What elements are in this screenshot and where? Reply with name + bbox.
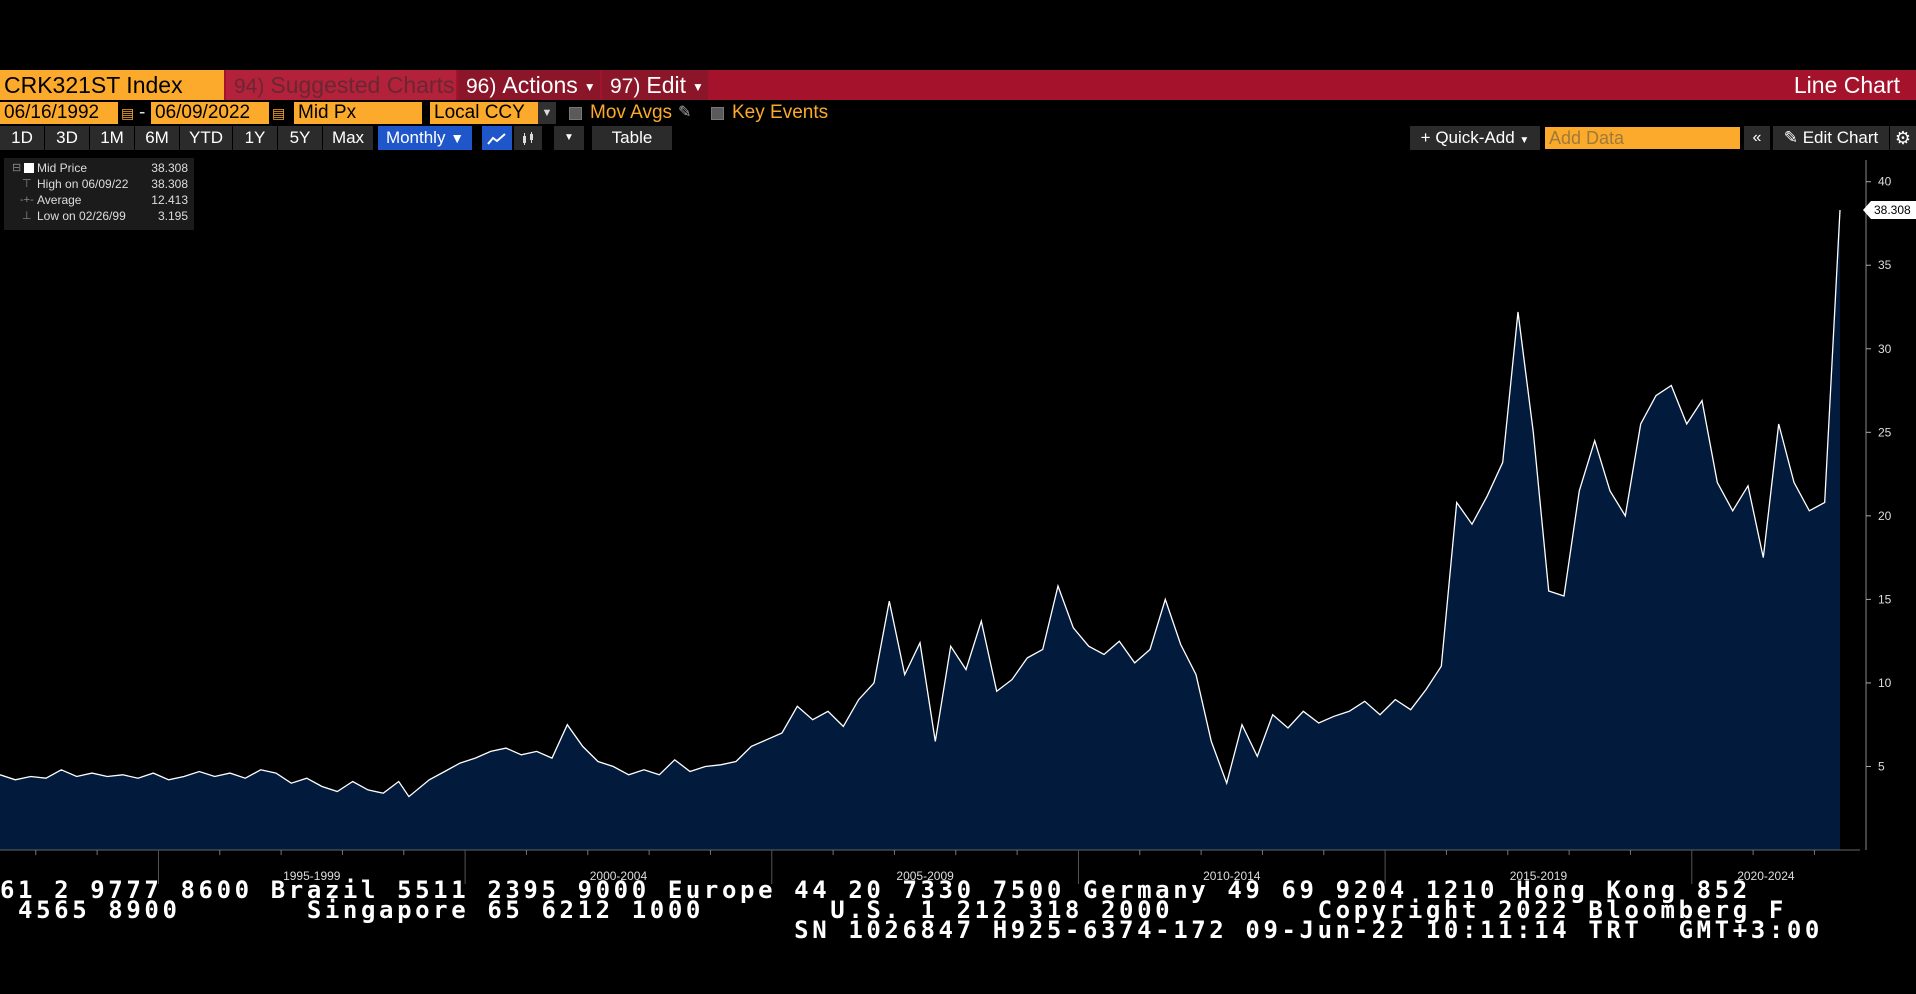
suggested-charts-label: Suggested Charts bbox=[270, 72, 455, 98]
last-value-flag bbox=[1863, 200, 1916, 219]
legend-label: Average bbox=[37, 193, 82, 207]
mov-avgs-checkbox[interactable] bbox=[569, 107, 582, 120]
mov-avgs-label[interactable]: Mov Avgs bbox=[590, 102, 673, 123]
series-line-mid-price bbox=[0, 209, 1841, 798]
pencil-icon[interactable]: ✎ bbox=[678, 104, 692, 121]
line-chart-icon[interactable] bbox=[482, 126, 512, 150]
candlestick-icon[interactable] bbox=[514, 126, 542, 150]
x-tick-label: 2000-2004 bbox=[590, 869, 648, 883]
currency-selector[interactable]: Local CCY bbox=[430, 102, 538, 124]
gear-icon[interactable]: ⚙ bbox=[1890, 126, 1916, 150]
chevron-down-icon: ▼ bbox=[583, 79, 596, 94]
period-1y[interactable]: 1Y bbox=[233, 126, 277, 150]
chevron-down-icon[interactable]: ▼ bbox=[554, 126, 584, 150]
edit-chart-button[interactable]: ✎ Edit Chart bbox=[1773, 126, 1889, 150]
view-title: Line Chart bbox=[1793, 72, 1900, 98]
legend-label: Mid Price bbox=[37, 161, 88, 175]
y-tick-label: 40 bbox=[1878, 175, 1892, 189]
end-date-field[interactable]: 06/09/2022 bbox=[151, 102, 269, 124]
period-3d[interactable]: 3D bbox=[45, 126, 89, 150]
actions-menu[interactable]: 96) Actions ▼ bbox=[458, 70, 600, 100]
average-marker-icon: -+- bbox=[20, 194, 34, 206]
legend-label: High on 06/09/22 bbox=[37, 177, 129, 191]
chevron-down-icon: ▼ bbox=[692, 79, 704, 94]
period-6m[interactable]: 6M bbox=[135, 126, 179, 150]
y-tick-label: 15 bbox=[1878, 592, 1892, 606]
suggested-charts-menu[interactable]: 94) Suggested Charts bbox=[226, 70, 456, 100]
x-tick-label: 2015-2019 bbox=[1510, 869, 1568, 883]
suggested-charts-number: 94) bbox=[234, 75, 265, 98]
period-ytd[interactable]: YTD bbox=[180, 126, 232, 150]
frequency-selector[interactable]: Monthly ▼ bbox=[378, 126, 472, 150]
legend-row-low: ⊥ Low on 02/26/99 3.195 bbox=[4, 208, 194, 224]
chart-legend: ⊟ Mid Price 38.308 ⊤ High on 06/09/22 38… bbox=[4, 158, 194, 230]
actions-number: 96) bbox=[466, 75, 497, 98]
footer-contact-line-2: 4565 8900 Singapore 65 6212 1000 U.S. 1 … bbox=[0, 896, 1787, 924]
pencil-icon: ✎ bbox=[1783, 128, 1798, 147]
chevron-down-icon: ▼ bbox=[450, 130, 465, 146]
ticker-field[interactable]: CRK321ST Index bbox=[0, 70, 224, 100]
key-events-label[interactable]: Key Events bbox=[732, 102, 829, 123]
x-tick-label: 1995-1999 bbox=[283, 869, 341, 883]
footer-contact-line-1: 61 2 9777 8600 Brazil 5511 2395 9000 Eur… bbox=[0, 876, 1751, 904]
high-marker-icon: ⊤ bbox=[22, 178, 32, 190]
line-chart-area[interactable]: 5 10 15 20 25 30 35 40 38.308 1995-1999 2000-2004… bbox=[0, 150, 1916, 890]
edit-menu[interactable]: 97) Edit ▼ bbox=[602, 70, 708, 100]
chevron-down-icon[interactable]: ▼ bbox=[538, 102, 556, 124]
y-tick-label: 20 bbox=[1878, 509, 1892, 523]
quick-add-button[interactable]: + Quick-Add ▼ bbox=[1410, 126, 1540, 150]
chevron-down-icon: ▼ bbox=[1519, 135, 1530, 146]
last-value-label: 38.308 bbox=[1874, 203, 1911, 217]
y-tick-label: 30 bbox=[1878, 342, 1892, 356]
key-events-checkbox[interactable] bbox=[711, 107, 724, 120]
series-area-fill bbox=[0, 210, 1840, 850]
series-color-swatch bbox=[24, 163, 34, 173]
table-button[interactable]: Table bbox=[592, 126, 672, 150]
x-tick-label: 2020-2024 bbox=[1737, 869, 1795, 883]
calendar-icon[interactable]: ▤ bbox=[121, 105, 135, 121]
add-data-input[interactable]: Add Data bbox=[1545, 127, 1740, 149]
y-tick-label: 10 bbox=[1878, 676, 1892, 690]
x-tick-label: 2005-2009 bbox=[896, 869, 954, 883]
date-separator: - bbox=[139, 102, 146, 123]
period-1d[interactable]: 1D bbox=[0, 126, 44, 150]
period-max[interactable]: Max bbox=[323, 126, 373, 150]
legend-row-high: ⊤ High on 06/09/22 38.308 bbox=[4, 176, 194, 192]
price-field-selector[interactable]: Mid Px bbox=[294, 102, 422, 124]
y-tick-label: 5 bbox=[1878, 759, 1885, 773]
double-chevron-left-icon[interactable]: « bbox=[1744, 126, 1770, 150]
low-marker-icon: ⊥ bbox=[22, 210, 32, 222]
period-1m[interactable]: 1M bbox=[90, 126, 134, 150]
legend-label: Low on 02/26/99 bbox=[37, 209, 126, 223]
frequency-label: Monthly bbox=[385, 128, 446, 147]
edit-number: 97) bbox=[610, 75, 641, 98]
start-date-field[interactable]: 06/16/1992 bbox=[0, 102, 118, 124]
x-tick-label: 2010-2014 bbox=[1203, 869, 1261, 883]
collapse-icon[interactable]: ⊟ bbox=[12, 162, 22, 174]
legend-value: 38.308 bbox=[151, 177, 188, 191]
legend-value: 3.195 bbox=[157, 209, 188, 223]
y-tick-label: 25 bbox=[1878, 425, 1892, 439]
edit-label: Edit bbox=[646, 72, 686, 98]
calendar-icon[interactable]: ▤ bbox=[272, 105, 286, 121]
legend-value: 38.308 bbox=[151, 161, 188, 175]
legend-value: 12.413 bbox=[151, 193, 188, 207]
legend-row-average: -+- Average 12.413 bbox=[4, 192, 194, 208]
legend-row-mid-price[interactable]: ⊟ Mid Price 38.308 bbox=[4, 160, 194, 176]
y-tick-label: 35 bbox=[1878, 258, 1892, 272]
edit-chart-label: Edit Chart bbox=[1802, 128, 1879, 147]
quick-add-label: + Quick-Add bbox=[1420, 128, 1515, 147]
footer-session-line: SN 1026847 H925-6374-172 09-Jun-22 10:11… bbox=[0, 916, 1823, 944]
title-bar: CRK321ST Index 94) Suggested Charts 96) Ac… bbox=[0, 70, 1916, 100]
actions-label: Actions bbox=[502, 72, 578, 98]
period-5y[interactable]: 5Y bbox=[278, 126, 322, 150]
